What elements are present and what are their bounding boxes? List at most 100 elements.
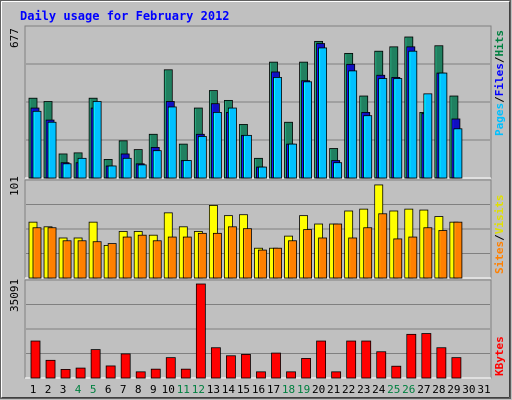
bar-sites-day-26 [408,236,418,279]
bar-sites-day-28 [438,230,448,279]
bar-pages-day-20 [318,47,328,179]
legend-hits: Hits [493,30,506,57]
bar-sites-day-25 [393,238,403,279]
bar-pages-day-24 [378,78,388,179]
bar-kbytes-day-15 [241,354,251,379]
bar-sites-day-13 [212,232,222,279]
bar-kbytes-day-18 [286,371,296,379]
bar-pages-day-16 [258,166,267,179]
bar-sites-day-15 [243,228,252,279]
x-tick-label-6: 6 [105,383,112,396]
bar-pages-day-13 [212,112,222,179]
bar-pages-day-5 [92,101,102,179]
bar-kbytes-day-4 [75,367,86,379]
bar-sites-day-23 [363,227,373,279]
x-tick-label-14: 14 [222,383,236,396]
chart-title: Daily usage for February 2012 [20,9,230,23]
x-tick-label-5: 5 [90,383,97,396]
legend-visits: Visits [493,195,506,235]
x-tick-label-2: 2 [45,383,52,396]
x-tick-label-7: 7 [120,383,127,396]
bar-pages-day-18 [288,143,297,179]
bar-kbytes-day-10 [165,357,176,379]
bar-kbytes-day-22 [346,340,357,379]
bar-sites-day-18 [288,240,297,279]
bar-sites-day-6 [107,243,117,279]
bar-kbytes-day-3 [60,369,71,379]
legend-files: Files [493,63,506,96]
bar-pages-day-21 [333,162,343,179]
bar-sites-day-19 [303,229,312,279]
bar-pages-day-8 [137,164,147,179]
bar-sites-day-1 [32,227,42,279]
bar-kbytes-day-8 [135,371,146,379]
bar-kbytes-day-23 [361,340,372,379]
x-tick-label-31: 31 [477,383,490,396]
bar-pages-day-19 [303,81,312,179]
legend-kbytes: KBytes [493,336,506,376]
bar-pages-day-4 [77,157,87,179]
bar-sites-day-17 [273,247,282,279]
x-tick-label-18: 18 [282,383,295,396]
bar-kbytes-day-27 [421,333,432,379]
bar-sites-day-27 [423,227,433,279]
bar-sites-day-5 [92,241,102,279]
x-tick-label-4: 4 [75,383,82,396]
bar-sites-day-16 [258,249,267,279]
bar-pages-day-27 [423,93,433,179]
bar-sites-day-11 [182,236,192,279]
bar-kbytes-day-12 [195,283,206,379]
bar-kbytes-day-25 [391,365,402,379]
bar-sites-day-29 [453,221,463,279]
bar-sites-day-9 [152,240,162,279]
bar-kbytes-day-24 [376,351,387,379]
bar-pages-day-17 [273,77,282,179]
x-tick-label-11: 11 [177,383,190,396]
x-tick-label-8: 8 [135,383,142,396]
x-tick-label-25: 25 [387,383,400,396]
x-tick-label-12: 12 [192,383,205,396]
bar-pages-day-29 [453,128,463,179]
x-tick-label-22: 22 [342,383,355,396]
bar-kbytes-day-19 [301,358,311,379]
y-max-label-hits: 677 [8,28,21,48]
bar-sites-day-7 [122,236,132,279]
bar-sites-day-3 [62,240,72,279]
bar-pages-day-3 [62,163,72,179]
visits-sites-panel [24,179,492,279]
x-tick-label-27: 27 [417,383,430,396]
bar-kbytes-day-28 [436,347,447,379]
bar-pages-day-23 [363,115,373,179]
x-tick-label-16: 16 [252,383,265,396]
bar-pages-day-9 [152,150,162,179]
bar-pages-day-22 [348,70,358,179]
bar-kbytes-day-29 [451,357,462,379]
bar-pages-day-25 [393,78,403,179]
legend-hits-files-pages: Pages/Files/Hits [493,30,506,136]
x-tick-label-1: 1 [30,383,37,396]
x-tick-label-24: 24 [372,383,386,396]
bar-kbytes-day-9 [150,368,161,379]
bar-sites-day-22 [348,237,358,279]
x-tick-label-9: 9 [150,383,157,396]
bar-pages-day-12 [197,136,207,179]
hits-files-pages-panel [24,25,492,179]
bar-pages-day-26 [408,50,418,179]
bar-sites-day-24 [378,213,388,279]
bar-kbytes-day-5 [90,349,101,379]
bar-kbytes-day-11 [180,368,191,379]
x-tick-label-30: 30 [462,383,475,396]
bar-kbytes-day-17 [271,352,281,379]
bar-pages-day-1 [32,110,42,179]
x-tick-label-17: 17 [267,383,280,396]
bar-sites-day-21 [333,223,343,279]
x-tick-label-23: 23 [357,383,370,396]
bar-sites-day-10 [167,236,177,279]
bar-kbytes-day-26 [406,333,417,379]
x-tick-label-3: 3 [60,383,67,396]
bar-kbytes-day-14 [226,355,236,379]
bar-sites-day-20 [318,237,328,279]
bar-kbytes-day-13 [210,347,221,379]
bar-pages-day-7 [122,157,132,179]
